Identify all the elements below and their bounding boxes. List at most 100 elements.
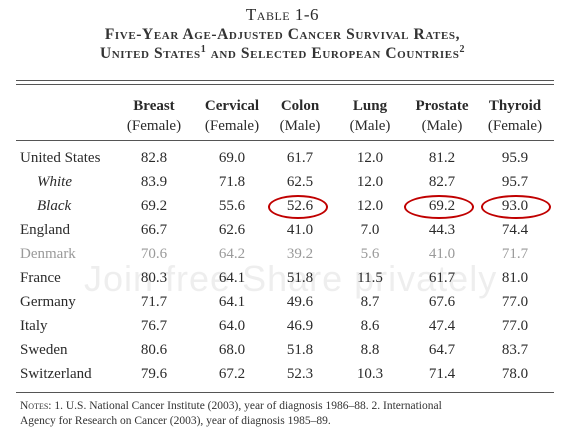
cell: 46.9 [286, 318, 314, 334]
cell: 52.3 [286, 366, 314, 382]
cell: 95.7 [501, 174, 529, 190]
cell: 64.1 [218, 270, 246, 286]
cell: 70.6 [140, 246, 168, 262]
table-row: Sweden 80.6 68.0 51.8 8.8 64.7 83.7 [0, 338, 565, 362]
table-title-line1: Five-Year Age-Adjusted Cancer Survival R… [104, 26, 461, 43]
cell: 7.0 [360, 222, 380, 238]
row-label-germany: Germany [20, 294, 76, 310]
cell: 69.2 [140, 198, 168, 214]
cell: 8.8 [360, 342, 380, 358]
cell: 41.0 [286, 222, 314, 238]
cell: 64.7 [428, 342, 456, 358]
cell: 8.7 [360, 294, 380, 310]
highlight-circle-prostate [404, 195, 474, 219]
table-title-line2: United States1 and Selected European Cou… [0, 44, 565, 63]
table-row: Denmark 70.6 64.2 39.2 5.6 41.0 71.7 [0, 242, 565, 266]
cell: 44.3 [428, 222, 456, 238]
cell: 47.4 [428, 318, 456, 334]
column-header-cervical: Cervical (Female) [204, 98, 260, 134]
column-header-breast: Breast (Female) [126, 98, 182, 134]
row-label-france: France [20, 270, 61, 286]
column-header-prostate: Prostate (Male) [415, 98, 469, 134]
row-label-black: Black [37, 198, 72, 214]
row-label-united-states: United States [20, 150, 101, 166]
table-row: England 66.7 62.6 41.0 7.0 44.3 74.4 [0, 218, 565, 242]
cell: 69.0 [218, 150, 246, 166]
notes-line2: Agency for Research on Cancer (2003), ye… [20, 415, 331, 427]
cell: 71.4 [428, 366, 456, 382]
row-label-italy: Italy [20, 318, 48, 334]
cell: 55.6 [218, 198, 246, 214]
row-label-england: England [20, 222, 70, 238]
cell: 67.6 [428, 294, 456, 310]
cell: 10.3 [356, 366, 384, 382]
cell: 77.0 [501, 318, 529, 334]
cell: 51.8 [286, 270, 314, 286]
cell: 64.0 [218, 318, 246, 334]
cell: 77.0 [501, 294, 529, 310]
cell: 64.1 [218, 294, 246, 310]
cell: 76.7 [140, 318, 168, 334]
cell: 41.0 [428, 246, 456, 262]
table-row: Switzerland 79.6 67.2 52.3 10.3 71.4 78.… [0, 362, 565, 386]
notes-label: Notes: [20, 400, 52, 412]
cell: 12.0 [356, 174, 384, 190]
column-header-colon: Colon (Male) [279, 98, 321, 134]
cell: 61.7 [286, 150, 314, 166]
bottom-rule [16, 392, 554, 393]
top-rule-double [16, 84, 554, 85]
cell: 12.0 [356, 198, 384, 214]
footnote-ref-2: 2 [459, 43, 466, 55]
cell: 51.8 [286, 342, 314, 358]
table-title-block: Table 1-6 Five-Year Age-Adjusted Cancer … [0, 5, 565, 63]
table-number: Table 1-6 [245, 5, 320, 24]
title-line2-mid: and Selected European Countries [206, 45, 460, 62]
column-header-thyroid: Thyroid (Female) [487, 98, 543, 134]
cell: 95.9 [501, 150, 529, 166]
cell: 67.2 [218, 366, 246, 382]
row-label-switzerland: Switzerland [20, 366, 92, 382]
table-row: United States 82.8 69.0 61.7 12.0 81.2 9… [0, 146, 565, 170]
cell: 8.6 [360, 318, 380, 334]
table-notes: Notes: 1. U.S. National Cancer Institute… [20, 399, 550, 429]
cell: 80.3 [140, 270, 168, 286]
cell: 66.7 [140, 222, 168, 238]
title-line2-prefix: United States [99, 45, 201, 62]
cell: 64.2 [218, 246, 246, 262]
cell: 5.6 [360, 246, 380, 262]
notes-line1: 1. U.S. National Cancer Institute (2003)… [51, 400, 442, 412]
highlight-circle-colon [268, 195, 328, 219]
cell: 68.0 [218, 342, 246, 358]
cell: 78.0 [501, 366, 529, 382]
cell: 61.7 [428, 270, 456, 286]
table-row: Italy 76.7 64.0 46.9 8.6 47.4 77.0 [0, 314, 565, 338]
table-row: Germany 71.7 64.1 49.6 8.7 67.6 77.0 [0, 290, 565, 314]
cell: 11.5 [357, 270, 383, 286]
cell: 12.0 [356, 150, 384, 166]
top-rule [16, 80, 554, 81]
cell: 71.7 [140, 294, 168, 310]
cell: 81.0 [501, 270, 529, 286]
cell: 83.9 [140, 174, 168, 190]
cell: 80.6 [140, 342, 168, 358]
cell: 74.4 [501, 222, 529, 238]
row-label-denmark: Denmark [20, 246, 76, 262]
cell: 82.7 [428, 174, 456, 190]
cell: 81.2 [428, 150, 456, 166]
cell: 71.7 [501, 246, 529, 262]
table-row: France 80.3 64.1 51.8 11.5 61.7 81.0 [0, 266, 565, 290]
table-row: White 83.9 71.8 62.5 12.0 82.7 95.7 [0, 170, 565, 194]
header-rule [16, 140, 554, 141]
footnote-ref-1: 1 [200, 43, 207, 55]
cell: 49.6 [286, 294, 314, 310]
row-label-sweden: Sweden [20, 342, 68, 358]
column-header-lung: Lung (Male) [349, 98, 391, 134]
cell: 79.6 [140, 366, 168, 382]
row-label-white: White [37, 174, 72, 190]
cell: 82.8 [140, 150, 168, 166]
cell: 71.8 [218, 174, 246, 190]
cell: 62.5 [286, 174, 314, 190]
highlight-circle-thyroid [481, 195, 551, 219]
cell: 39.2 [286, 246, 314, 262]
cell: 62.6 [218, 222, 246, 238]
